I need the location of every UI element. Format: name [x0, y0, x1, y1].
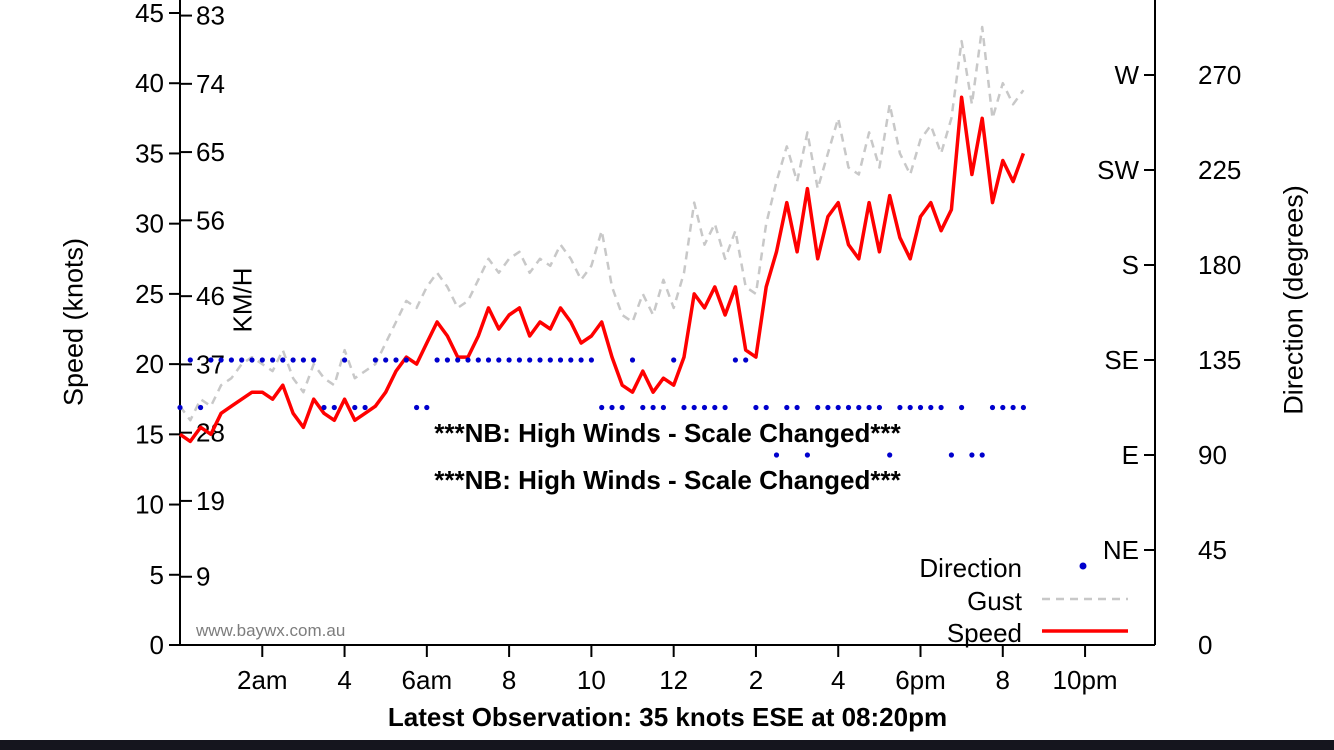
- degree-tick-label: 180: [1198, 250, 1241, 280]
- legend-direction-label: Direction: [919, 553, 1022, 583]
- watermark: www.baywx.com.au: [196, 621, 346, 640]
- knots-tick-label: 25: [135, 279, 164, 309]
- x-tick-label: 4: [831, 665, 845, 695]
- compass-tick-label: SW: [1097, 155, 1139, 185]
- degree-tick-label: 270: [1198, 60, 1241, 90]
- kmh-tick-label: 83: [196, 1, 225, 31]
- degree-tick-label: 0: [1198, 630, 1212, 660]
- knots-tick-label: 5: [150, 560, 164, 590]
- compass-tick-label: SE: [1104, 345, 1139, 375]
- compass-tick-label: NE: [1103, 535, 1139, 565]
- speed-line: [179, 95, 1026, 444]
- x-tick-label: 12: [659, 665, 688, 695]
- x-tick-label: 6am: [402, 665, 453, 695]
- compass-tick-label: W: [1114, 60, 1139, 90]
- knots-tick-label: 40: [135, 68, 164, 98]
- x-tick-label: 2am: [237, 665, 288, 695]
- knots-tick-label: 10: [135, 490, 164, 520]
- kmh-tick-label: 9: [196, 562, 210, 592]
- knots-tick-label: 35: [135, 138, 164, 168]
- high-winds-note-2: ***NB: High Winds - Scale Changed***: [434, 465, 901, 495]
- knots-tick-label: 15: [135, 419, 164, 449]
- kmh-tick-label: 46: [196, 281, 225, 311]
- x-tick-label: 2: [749, 665, 763, 695]
- x-tick-label: 4: [337, 665, 351, 695]
- y-axis-title-speed: Speed (knots): [58, 237, 89, 407]
- knots-tick-label: 45: [135, 0, 164, 28]
- kmh-axis-label: KM/H: [227, 267, 258, 333]
- x-tick-label: 10: [577, 665, 606, 695]
- direction-dots: [177, 357, 1026, 458]
- x-tick-label: 8: [996, 665, 1010, 695]
- degree-tick-label: 135: [1198, 345, 1241, 375]
- degree-tick-label: 90: [1198, 440, 1227, 470]
- latest-observation-title: Latest Observation: 35 knots ESE at 08:2…: [387, 702, 948, 732]
- compass-tick-label: E: [1122, 440, 1139, 470]
- knots-tick-label: 30: [135, 209, 164, 239]
- legend-gust-label: Gust: [967, 586, 1022, 616]
- bottom-window-edge: [0, 740, 1334, 750]
- gust-line: [178, 25, 1025, 422]
- knots-tick-label: 0: [150, 630, 164, 660]
- legend-direction-sample: [1079, 562, 1087, 570]
- kmh-tick-label: 19: [196, 486, 225, 516]
- kmh-tick-label: 74: [196, 69, 225, 99]
- degree-tick-label: 225: [1198, 155, 1241, 185]
- kmh-tick-label: 56: [196, 205, 225, 235]
- legend-speed-label: Speed: [946, 618, 1022, 648]
- x-tick-label: 10pm: [1053, 665, 1118, 695]
- compass-tick-label: S: [1122, 250, 1139, 280]
- knots-tick-label: 20: [135, 349, 164, 379]
- y-axis-title-direction: Direction (degrees): [1278, 185, 1309, 415]
- high-winds-note-1: ***NB: High Winds - Scale Changed***: [434, 418, 901, 448]
- degree-tick-label: 45: [1198, 535, 1227, 565]
- x-tick-label: 8: [502, 665, 516, 695]
- kmh-tick-label: 65: [196, 137, 225, 167]
- x-tick-label: 6pm: [895, 665, 946, 695]
- kmh-tick-label: 37: [196, 349, 225, 379]
